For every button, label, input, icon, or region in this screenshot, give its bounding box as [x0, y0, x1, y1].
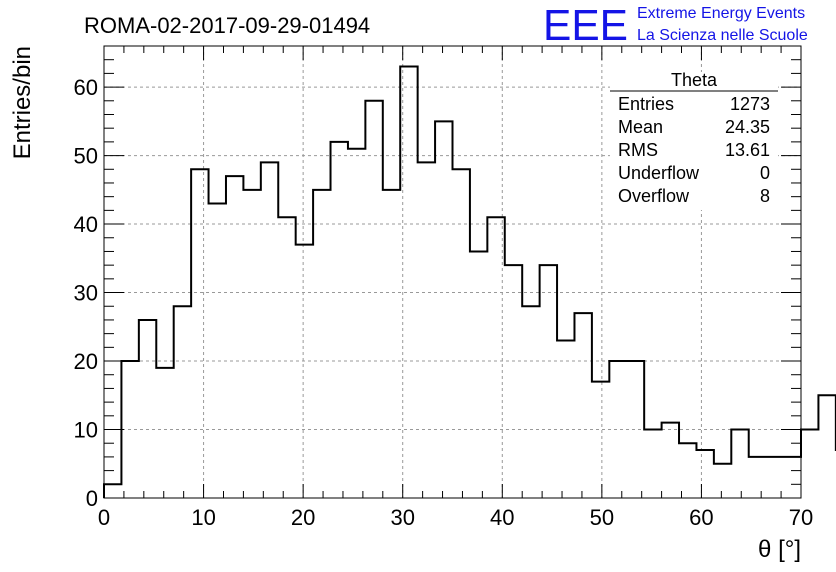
- histogram-bin: [278, 217, 295, 498]
- histogram-bin: [540, 265, 557, 498]
- histogram-bin: [156, 368, 173, 498]
- stats-value: 0: [760, 163, 770, 183]
- histogram-bin: [313, 190, 330, 498]
- histogram-bin: [557, 340, 574, 498]
- stats-label: Entries: [618, 94, 674, 114]
- histogram-bin: [801, 430, 818, 498]
- stats-rows: Entries 1273 Mean 24.35 RMS 13.61 Underflow 0 Ov…: [618, 94, 770, 206]
- histogram-bin: [644, 430, 661, 498]
- stats-box: Theta Entries 1273 Mean 24.35 RMS 13.61 Underf…: [610, 70, 778, 210]
- histogram-bin: [296, 245, 313, 498]
- y-tick-label: 50: [74, 144, 98, 169]
- histogram-bin: [365, 101, 382, 498]
- x-tick-label: 20: [291, 505, 315, 530]
- y-tick-label: 10: [74, 418, 98, 443]
- histogram-bin: [174, 306, 191, 498]
- y-axis-label: Entries/bin: [9, 46, 36, 159]
- histogram-bin: [104, 484, 121, 498]
- chart-title: ROMA-02-2017-09-29-01494: [84, 13, 370, 38]
- y-tick-label: 30: [74, 281, 98, 306]
- x-tick-label: 50: [590, 505, 614, 530]
- histogram-bin: [574, 313, 591, 498]
- stats-name: Theta: [671, 70, 718, 90]
- x-axis-label: θ [°]: [758, 536, 801, 563]
- histogram-bin: [714, 464, 731, 498]
- histogram-bin: [418, 162, 435, 498]
- x-tick-label: 30: [390, 505, 414, 530]
- plot-frame: [103, 45, 802, 499]
- x-tick-label: 70: [789, 505, 813, 530]
- x-tick-label: 40: [490, 505, 514, 530]
- y-tick-label: 60: [74, 75, 98, 100]
- y-tick-label: 40: [74, 212, 98, 237]
- axis-ticks: [103, 45, 802, 499]
- stats-value: 24.35: [725, 117, 770, 137]
- histogram-bin: [505, 265, 522, 498]
- histogram-bin: [435, 121, 452, 498]
- y-tick-label: 0: [86, 486, 98, 511]
- stats-background: [610, 72, 778, 210]
- histogram-bin: [609, 361, 626, 498]
- histogram-bin: [139, 320, 156, 498]
- histogram-bin: [209, 204, 226, 498]
- histogram-bin: [243, 190, 260, 498]
- y-tick-label: 20: [74, 349, 98, 374]
- logo-line-1: Extreme Energy Events: [637, 5, 805, 22]
- histogram-bin: [470, 251, 487, 498]
- histogram-bin: [679, 443, 696, 498]
- stats-label: Mean: [618, 117, 663, 137]
- y-tick-labels: 0 10 20 30 40 50 60: [74, 75, 98, 511]
- histogram-bin: [592, 382, 609, 498]
- stats-value: 8: [760, 186, 770, 206]
- histogram-bin: [522, 306, 539, 498]
- stats-label: Overflow: [618, 186, 690, 206]
- histogram-bin: [348, 149, 365, 498]
- stats-value: 13.61: [725, 140, 770, 160]
- stats-label: Underflow: [618, 163, 700, 183]
- histogram-bin: [191, 169, 208, 498]
- histogram-bin: [818, 395, 835, 498]
- x-tick-label: 10: [191, 505, 215, 530]
- histogram-bin: [453, 169, 470, 498]
- x-tick-label: 60: [689, 505, 713, 530]
- histogram-bin: [627, 361, 644, 498]
- histogram-bin: [662, 423, 679, 498]
- histogram-bin: [261, 162, 278, 498]
- x-tick-labels: 0 10 20 30 40 50 60 70: [98, 505, 813, 530]
- stats-label: RMS: [618, 140, 658, 160]
- histogram-outline: [103, 65, 836, 498]
- histogram-bin: [226, 176, 243, 498]
- histogram-bin: [331, 142, 348, 498]
- x-tick-label: 0: [98, 505, 110, 530]
- stats-value: 1273: [730, 94, 770, 114]
- histogram-bin: [749, 457, 766, 498]
- histogram-bin: [784, 457, 801, 498]
- logo-line-2: La Scienza nelle Scuole: [637, 27, 808, 44]
- logo: EEE Extreme Energy Events La Scienza nel…: [543, 1, 808, 50]
- histogram-bin: [383, 190, 400, 498]
- histogram-bin: [731, 430, 748, 498]
- histogram-bin: [696, 450, 713, 498]
- logo-mark: EEE: [543, 1, 628, 50]
